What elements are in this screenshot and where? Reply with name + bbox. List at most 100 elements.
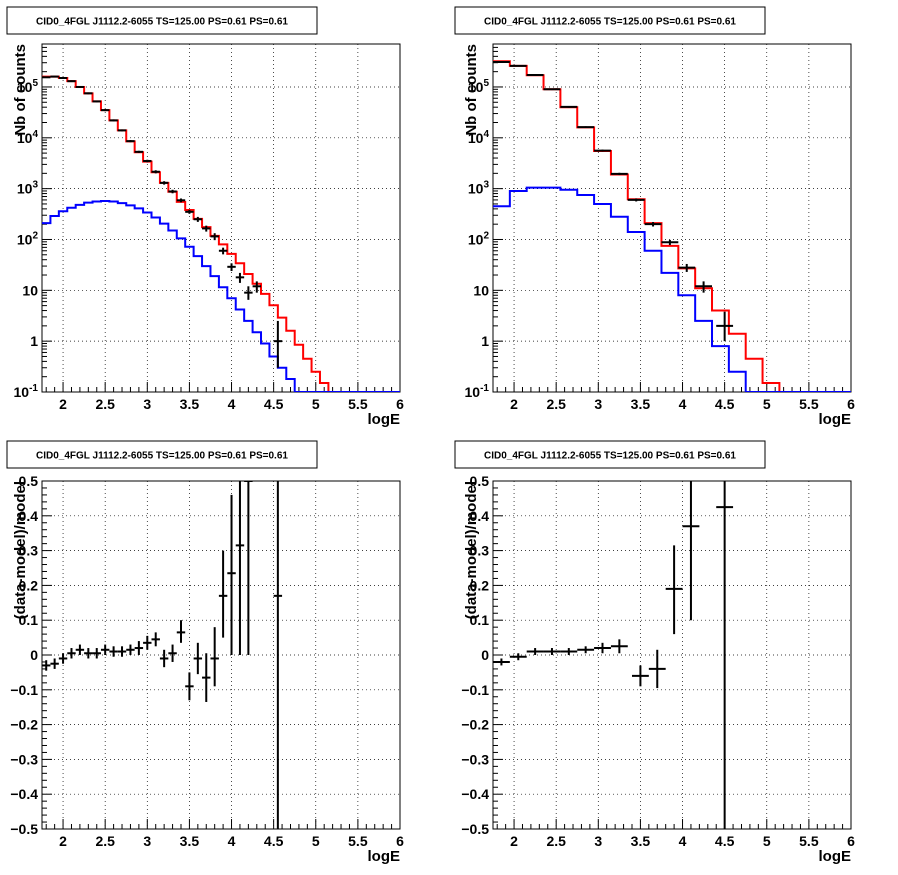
- chart-title: CID0_4FGL J1112.2-6055 TS=125.00 PS=0.61…: [6, 6, 318, 35]
- data-points: [42, 75, 283, 368]
- y-tick-label: 0: [30, 647, 38, 663]
- data-point: [244, 481, 253, 655]
- y-tick-label: 0.5: [470, 473, 490, 489]
- x-tick-label: 5: [312, 396, 320, 412]
- y-tick-label: 103: [17, 180, 39, 197]
- y-tick-label: 104: [468, 129, 490, 146]
- data-point: [661, 239, 679, 245]
- y-tick-label: 0.4: [470, 508, 490, 524]
- y-tick-label: 10-1: [14, 383, 39, 400]
- x-tick-label: 2: [510, 833, 518, 849]
- data-point: [193, 216, 203, 222]
- data-point: [678, 263, 696, 272]
- data-point: [610, 639, 628, 654]
- x-tick-label: 4: [679, 396, 687, 412]
- plot-frame: [41, 43, 401, 393]
- x-tick-label: 4.5: [715, 833, 735, 849]
- y-tick-label: 102: [468, 230, 490, 247]
- data-point: [235, 272, 245, 283]
- y-tick-label: 1: [30, 333, 38, 349]
- plot-area: [42, 75, 400, 392]
- data-point: [577, 126, 595, 129]
- y-tick-label: 10: [473, 282, 489, 298]
- data-point: [493, 60, 510, 63]
- y-tick-label: 103: [468, 180, 490, 197]
- x-tick-label: 2: [510, 396, 518, 412]
- y-tick-label: 10-1: [465, 383, 490, 400]
- data-point: [543, 648, 561, 655]
- y-tick-label: −0.1: [461, 682, 489, 698]
- data-point: [92, 100, 101, 103]
- x-tick-label: 4.5: [715, 396, 735, 412]
- data-point: [117, 129, 127, 132]
- data-point: [665, 545, 683, 635]
- y-axis-label: Nb of counts: [463, 44, 480, 136]
- x-tick-label: 5.5: [348, 833, 368, 849]
- data-point: [193, 642, 203, 675]
- y-tick-label: 0.3: [19, 543, 39, 559]
- x-tick-label: 5: [763, 833, 771, 849]
- x-tick-label: 3.5: [180, 833, 200, 849]
- data-point: [100, 644, 110, 655]
- data-point: [202, 653, 211, 702]
- data-point: [526, 73, 544, 76]
- y-tick-label: −0.2: [461, 717, 489, 733]
- x-tick-label: 2: [59, 396, 67, 412]
- title-box: [454, 440, 766, 469]
- data-point: [509, 64, 527, 67]
- y-axis: −0.5 −0.4 −0.3 −0.2 −0.1 0 0.1 0.2 0.3 0.4 0.5(dat…: [10, 473, 52, 837]
- y-tick-label: −0.3: [10, 751, 38, 767]
- series-red-histogram: [42, 75, 400, 392]
- title-text: CID0_4FGL J1112.2-6055 TS=125.00 PS=0.61…: [484, 17, 736, 28]
- y-tick-label: 0.2: [470, 577, 490, 593]
- data-point: [577, 646, 595, 654]
- data-point: [126, 140, 135, 143]
- data-point: [42, 660, 51, 671]
- x-tick-label: 6: [847, 396, 855, 412]
- x-tick-label: 5: [763, 396, 771, 412]
- data-point: [50, 658, 59, 669]
- title-box: [454, 6, 766, 35]
- data-point: [109, 646, 118, 657]
- y-tick-label: 0.4: [19, 508, 39, 524]
- chart-panel-2: CID0_4FGL J1112.2-6055 TS=125.00 PS=0.61…: [454, 6, 855, 428]
- y-tick-label: 0.2: [19, 577, 39, 593]
- data-point: [50, 75, 59, 78]
- data-point: [58, 653, 68, 664]
- title-box: [6, 6, 318, 35]
- x-axis-label: logE: [819, 411, 852, 428]
- y-tick-label: 0.1: [470, 612, 490, 628]
- data-point: [134, 150, 144, 153]
- chart-panel-4: CID0_4FGL J1112.2-6055 TS=125.00 PS=0.61…: [454, 440, 855, 865]
- data-point: [631, 665, 649, 687]
- y-tick-label: 0.5: [19, 473, 39, 489]
- plot-area: [493, 60, 851, 392]
- x-tick-label: 5.5: [348, 396, 368, 412]
- data-point: [273, 481, 283, 829]
- y-tick-label: 0.1: [19, 612, 39, 628]
- y-axis-label: (data-model)/model: [12, 481, 29, 619]
- x-tick-label: 3: [143, 833, 151, 849]
- x-tick-label: 4.5: [264, 396, 284, 412]
- data-point: [644, 222, 662, 227]
- data-point: [151, 170, 160, 174]
- x-tick-label: 6: [396, 396, 404, 412]
- data-point: [100, 109, 110, 112]
- data-point: [227, 263, 236, 271]
- data-point: [210, 627, 219, 687]
- data-point: [159, 181, 169, 185]
- x-tick-label: 3: [594, 833, 602, 849]
- y-tick-label: −0.2: [10, 717, 38, 733]
- y-tick-label: −0.5: [10, 821, 38, 837]
- x-tick-label: 2.5: [546, 833, 566, 849]
- x-tick-label: 6: [396, 833, 404, 849]
- chart-title: CID0_4FGL J1112.2-6055 TS=125.00 PS=0.61…: [454, 6, 766, 35]
- plot-area: [42, 481, 283, 829]
- data-point: [143, 635, 152, 650]
- chart-title: CID0_4FGL J1112.2-6055 TS=125.00 PS=0.61…: [454, 440, 766, 469]
- y-tick-label: −0.4: [10, 786, 38, 802]
